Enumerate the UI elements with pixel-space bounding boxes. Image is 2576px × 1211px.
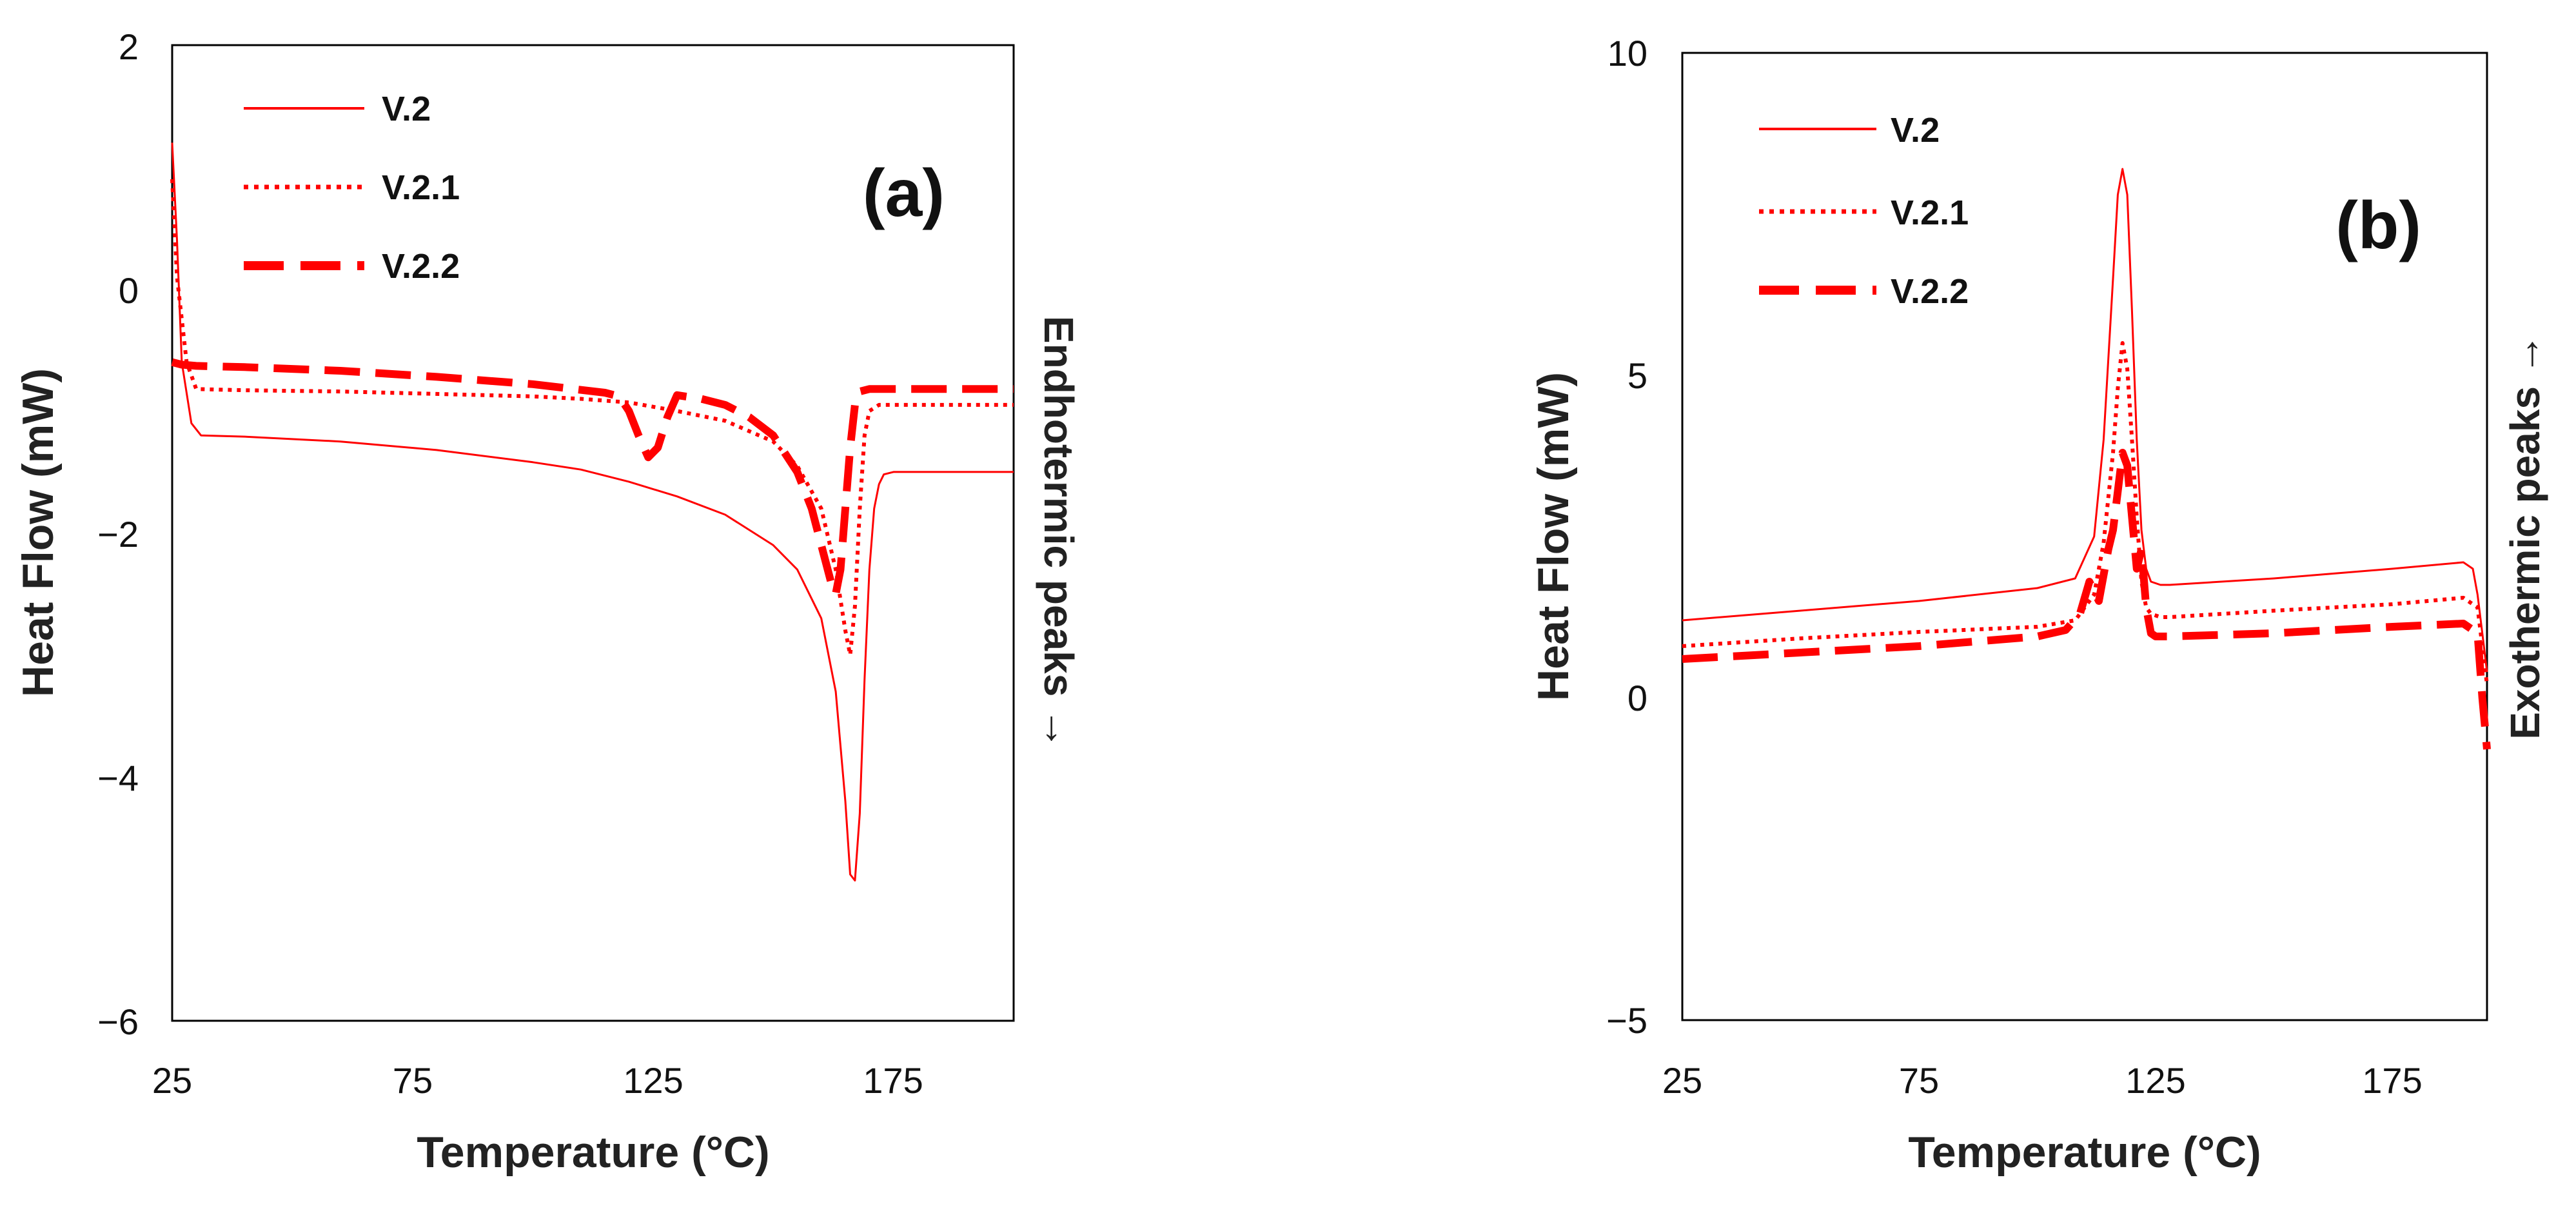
series-group-b [1682, 168, 2491, 750]
series-line-v-2-2 [1682, 449, 2491, 750]
series-line-v-2 [171, 143, 1014, 881]
x-tick-label: 175 [863, 1060, 923, 1101]
legend-label: V.2.2 [1891, 272, 1969, 311]
y-tick-label: −6 [97, 1001, 139, 1042]
exothermic-annotation: Exothermic peaks → [2502, 333, 2548, 740]
panel-label-b: (b) [2335, 188, 2421, 263]
series-group-a [170, 143, 1014, 881]
x-axis-title: Temperature (°C) [417, 1128, 769, 1177]
legend-label: V.2.2 [382, 247, 460, 286]
y-tick-label: 2 [119, 26, 139, 67]
plot-area-a [171, 44, 1015, 1022]
x-tick-label: 75 [393, 1060, 433, 1101]
endothermic-annotation: Endhotermic peaks → [1036, 316, 1082, 749]
x-tick-label: 175 [2362, 1060, 2422, 1101]
series-line-v-2-1 [1682, 341, 2489, 685]
y-tick-label: 10 [1608, 33, 1647, 74]
y-tick-label: 0 [119, 270, 139, 311]
panel-label-a: (a) [863, 156, 945, 231]
y-tick-label: −5 [1606, 1000, 1647, 1041]
y-tick-label: −2 [97, 514, 139, 555]
y-tick-label: 5 [1627, 355, 1647, 396]
panel-b: 10 5 0 −5 25 75 125 175 Temperature (°C)… [1529, 33, 2548, 1177]
legend-label: V.2 [1891, 111, 1940, 150]
legend-label: V.2.1 [1891, 193, 1969, 232]
panel-a: 2 0 −2 −4 −6 25 75 125 175 Temperature (… [14, 26, 1082, 1177]
y-tick-label: 0 [1627, 678, 1647, 718]
y-axis-title: Heat Flow (mW) [1529, 372, 1578, 701]
y-axis-title: Heat Flow (mW) [14, 368, 63, 697]
x-tick-label: 25 [1662, 1060, 1702, 1101]
x-tick-label: 125 [623, 1060, 683, 1101]
series-line-v-2-2 [171, 358, 1014, 598]
legend-label: V.2.1 [382, 168, 460, 207]
legend-b: V.2 V.2.1 V.2.2 [1759, 111, 1969, 311]
legend-a: V.2 V.2.1 V.2.2 [244, 90, 460, 286]
y-tick-label: −4 [97, 758, 139, 798]
series-line-v-2 [1682, 168, 2488, 673]
series-line-v-2-1 [170, 179, 1014, 657]
x-tick-label: 75 [1899, 1060, 1939, 1101]
plot-area-b [1681, 52, 2488, 1021]
x-tick-label: 125 [2125, 1060, 2185, 1101]
x-axis-title: Temperature (°C) [1908, 1128, 2261, 1177]
legend-label: V.2 [382, 90, 431, 128]
x-tick-label: 25 [152, 1060, 192, 1101]
